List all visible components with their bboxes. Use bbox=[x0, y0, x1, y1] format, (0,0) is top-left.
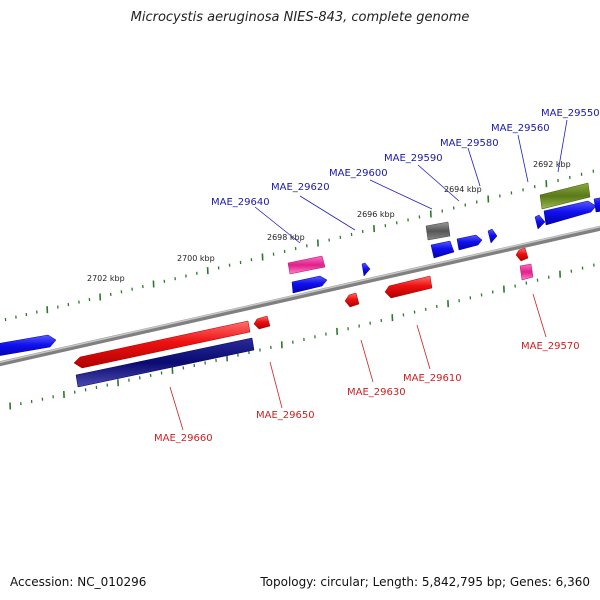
gene-label[interactable]: MAE_29650 bbox=[256, 410, 315, 421]
gene-feature-mae-29580[interactable] bbox=[456, 234, 483, 251]
gene-feature-navy[interactable] bbox=[75, 337, 255, 388]
gene-label[interactable]: MAE_29580 bbox=[440, 138, 499, 149]
gene-feature-mae-29560[interactable] bbox=[534, 214, 546, 230]
gene-labels-reverse: MAE_29660 MAE_29650 MAE_29630 MAE_29610 … bbox=[154, 341, 580, 444]
gene-label[interactable]: MAE_29600 bbox=[329, 168, 388, 179]
gene-label[interactable]: MAE_29550 bbox=[541, 108, 600, 119]
gene-labels-forward: MAE_29640 MAE_29620 MAE_29600 MAE_29590 … bbox=[211, 108, 600, 208]
gene-label[interactable]: MAE_29640 bbox=[211, 197, 270, 208]
gene-feature-small-blue[interactable] bbox=[487, 228, 498, 244]
tick-labels: 2702 kbp 2700 kbp 2698 kbp 2696 kbp 2694… bbox=[87, 160, 571, 283]
gene-feature-gray[interactable] bbox=[425, 221, 451, 241]
tick-label: 2692 kbp bbox=[533, 160, 571, 169]
topology-text: Topology: circular; Length: 5,842,795 bp… bbox=[260, 575, 590, 589]
gene-label[interactable]: MAE_29620 bbox=[271, 182, 330, 193]
gene-features bbox=[0, 182, 600, 388]
genome-backbone-highlight bbox=[0, 225, 600, 363]
gene-label[interactable]: MAE_29590 bbox=[384, 153, 443, 164]
gene-feature-edge[interactable] bbox=[593, 196, 600, 213]
tick-track-inner bbox=[9, 263, 595, 410]
tick-label: 2696 kbp bbox=[357, 210, 395, 219]
gene-feature-mae-29590[interactable] bbox=[430, 240, 455, 259]
gene-feature-mae-29550[interactable] bbox=[543, 200, 597, 226]
genome-backbone bbox=[0, 225, 600, 367]
gene-feature-mae-29570[interactable] bbox=[515, 247, 529, 262]
tick-label: 2702 kbp bbox=[87, 274, 125, 283]
genome-title: Microcystis aeruginosa NIES-843, complet… bbox=[130, 10, 470, 25]
gene-feature-olive[interactable] bbox=[539, 182, 591, 210]
gene-label[interactable]: MAE_29560 bbox=[491, 123, 550, 134]
leader-lines bbox=[169, 119, 568, 431]
tick-label: 2698 kbp bbox=[267, 233, 305, 242]
gene-label[interactable]: MAE_29570 bbox=[521, 341, 580, 352]
gene-label[interactable]: MAE_29630 bbox=[347, 387, 406, 398]
gene-feature-mae-29660[interactable] bbox=[73, 320, 251, 369]
gene-label[interactable]: MAE_29660 bbox=[154, 433, 213, 444]
gene-feature-pink-small[interactable] bbox=[519, 263, 534, 281]
gene-feature-mae-29630[interactable] bbox=[344, 292, 360, 308]
gene-feature-pink[interactable] bbox=[287, 255, 326, 275]
gene-feature-mae-29610[interactable] bbox=[384, 275, 433, 299]
gene-label[interactable]: MAE_29610 bbox=[403, 373, 462, 384]
tick-label: 2700 kbp bbox=[177, 254, 215, 263]
gene-feature-mae-29650[interactable] bbox=[253, 315, 271, 330]
tick-track-outer bbox=[4, 169, 595, 322]
gene-feature[interactable] bbox=[0, 334, 57, 357]
tick-label: 2694 kbp bbox=[444, 185, 482, 194]
accession-text: Accession: NC_010296 bbox=[10, 575, 147, 589]
gene-feature-mae-29600[interactable] bbox=[361, 262, 371, 277]
gene-feature-mae-29620[interactable] bbox=[291, 275, 328, 294]
